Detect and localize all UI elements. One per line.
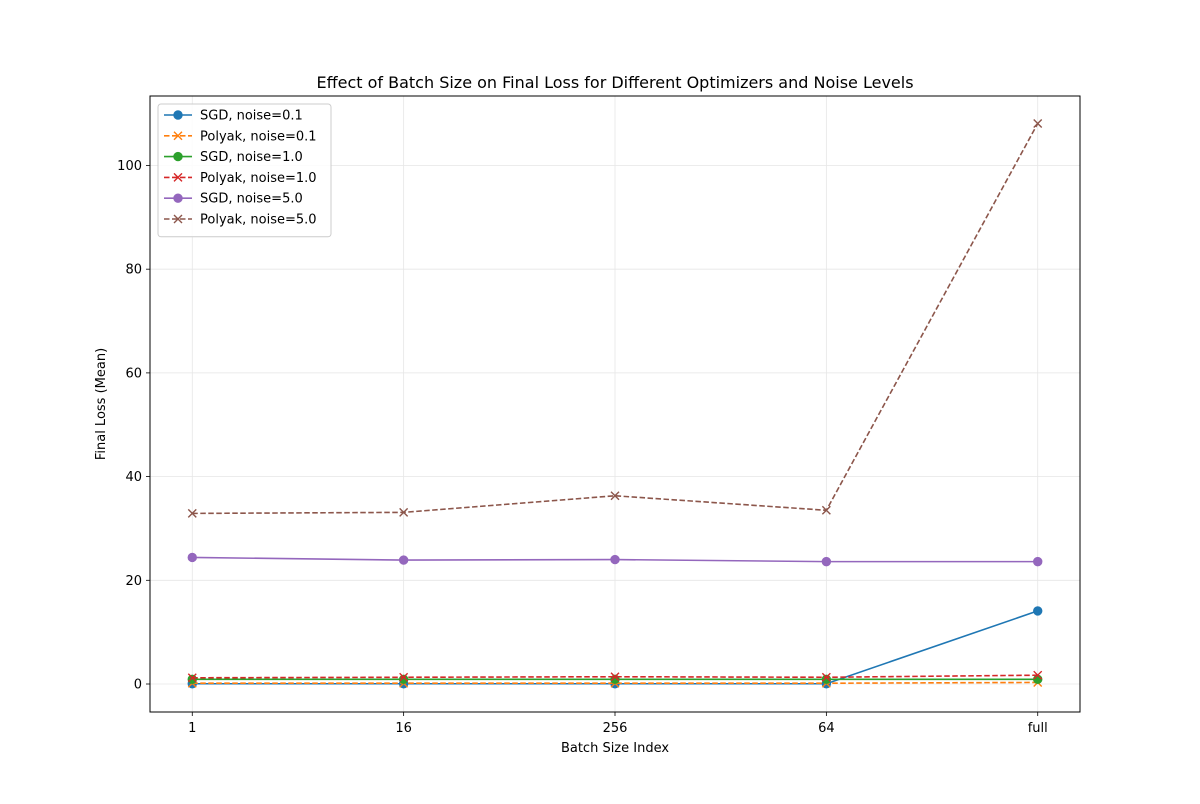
series-5 xyxy=(187,118,1043,518)
legend-swatch-marker xyxy=(173,193,183,203)
series-layer xyxy=(187,118,1043,689)
data-point xyxy=(1033,674,1043,685)
legend-label: SGD, noise=1.0 xyxy=(200,150,303,165)
data-point xyxy=(1033,556,1043,567)
data-point xyxy=(610,554,620,565)
legend-item: SGD, noise=1.0 xyxy=(164,150,303,165)
data-point xyxy=(821,672,831,682)
legend-label: SGD, noise=0.1 xyxy=(200,109,303,124)
series-line xyxy=(192,681,1038,685)
legend-label: Polyak, noise=0.1 xyxy=(200,129,317,144)
legend-swatch-marker xyxy=(173,110,183,120)
x-tick-label: 256 xyxy=(603,721,628,736)
data-point xyxy=(187,552,197,563)
legend: SGD, noise=0.1 Polyak, noise=0.1 SGD, nois… xyxy=(157,103,332,238)
data-point xyxy=(821,556,832,567)
x-tick-label: 16 xyxy=(395,721,412,736)
x-tick-label: 1 xyxy=(188,721,196,736)
legend-label: Polyak, noise=1.0 xyxy=(200,171,317,186)
legend-swatch-marker xyxy=(173,131,183,141)
y-tick-label: 40 xyxy=(125,470,142,485)
series-line xyxy=(192,674,1038,679)
data-point xyxy=(1033,670,1043,680)
y-tick-label: 0 xyxy=(134,678,142,693)
x-tick-label: full xyxy=(1028,721,1048,736)
legend-item: SGD, noise=0.1 xyxy=(164,109,303,124)
y-tick-label: 80 xyxy=(125,263,142,278)
data-point xyxy=(821,505,831,515)
data-point xyxy=(610,672,620,682)
chart-title: Effect of Batch Size on Final Loss for D… xyxy=(316,73,913,92)
legend-label: SGD, noise=5.0 xyxy=(200,192,303,207)
legend-item: Polyak, noise=1.0 xyxy=(164,171,317,186)
data-point xyxy=(1033,606,1043,616)
data-point xyxy=(610,491,620,501)
legend-box xyxy=(157,103,332,238)
legend-item: Polyak, noise=5.0 xyxy=(164,213,317,228)
legend-swatch-marker xyxy=(173,172,183,182)
legend-item: SGD, noise=5.0 xyxy=(164,192,303,207)
data-point xyxy=(1033,118,1043,128)
y-tick-label: 100 xyxy=(117,159,142,174)
y-tick-label: 20 xyxy=(125,574,142,589)
legend-item: Polyak, noise=0.1 xyxy=(164,129,317,144)
y-tick-label: 60 xyxy=(125,366,142,381)
data-point xyxy=(399,507,409,517)
series-3 xyxy=(187,670,1043,683)
x-axis-label: Batch Size Index xyxy=(561,741,669,756)
x-tick-label: 64 xyxy=(818,721,835,736)
legend-swatch-marker xyxy=(173,214,183,224)
series-line xyxy=(192,123,1039,515)
data-point xyxy=(187,674,197,685)
data-point xyxy=(399,672,409,682)
data-point xyxy=(187,508,197,518)
data-point xyxy=(398,555,409,565)
y-axis-label: Final Loss (Mean) xyxy=(94,348,109,460)
series-4 xyxy=(187,552,1043,567)
legend-swatch-marker xyxy=(173,151,183,162)
legend-label: Polyak, noise=5.0 xyxy=(200,213,317,228)
data-point xyxy=(187,673,197,683)
axis-layer: 1 16 256 64 full 0 20 40 60 80 100 xyxy=(117,159,1048,736)
grid-layer xyxy=(150,96,1080,712)
